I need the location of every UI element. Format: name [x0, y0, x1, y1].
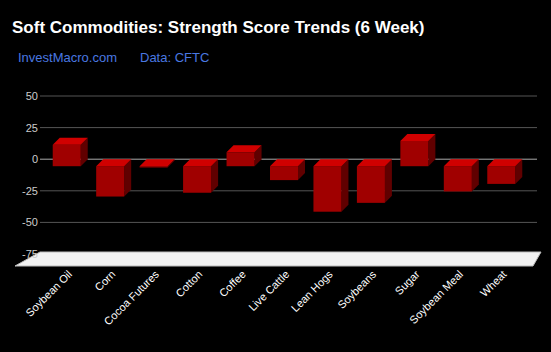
bar-front [96, 166, 124, 196]
bar [227, 145, 262, 166]
bar-top [140, 159, 175, 166]
bar-top [400, 134, 435, 141]
grid-line [40, 127, 537, 128]
bar-top [183, 159, 218, 166]
y-tick-label: 0 [32, 153, 38, 165]
bar-top [487, 159, 522, 166]
bar-top [444, 159, 479, 166]
bar-side [341, 159, 348, 212]
x-tick-label: Soybeans [335, 268, 378, 311]
x-tick-label: Cocoa Futures [102, 268, 162, 328]
x-tick-label: Cotton [173, 268, 204, 299]
bar-side [385, 159, 392, 203]
bar [487, 159, 522, 184]
grid-line [40, 222, 537, 223]
background [0, 0, 551, 352]
bar [357, 159, 392, 203]
bar-front [183, 166, 211, 193]
bar-front [313, 166, 341, 212]
bar-top [313, 159, 348, 166]
x-tick-label: Wheat [478, 268, 509, 299]
bars [53, 134, 523, 212]
bar-front [487, 166, 515, 184]
bar-front [140, 166, 168, 167]
title: Soft Commodities: Strength Score Trends … [12, 18, 424, 37]
bar-top [227, 145, 262, 152]
annotation: Data: CFTC [140, 50, 209, 65]
bar [53, 138, 88, 166]
bar [140, 159, 175, 167]
y-tick-label: -75 [22, 248, 38, 260]
y-tick-label: -25 [22, 185, 38, 197]
bar [270, 159, 305, 180]
bar-front [357, 166, 385, 203]
bar-top [53, 138, 88, 145]
bar-front [53, 145, 81, 166]
bar [96, 159, 131, 196]
bar [400, 134, 435, 166]
y-tick-label: 50 [26, 90, 38, 102]
grid-line [40, 96, 537, 97]
floor [15, 252, 541, 266]
bar-top [270, 159, 305, 166]
subtitle: InvestMacro.com [18, 50, 117, 65]
bar [183, 159, 218, 193]
x-tick-label: Soybean Meal [407, 268, 465, 326]
chart-root: Soft Commodities: Strength Score Trends … [0, 0, 551, 352]
bar-front [270, 166, 298, 180]
x-tick-label: Lean Hogs [289, 268, 335, 314]
bar [313, 159, 348, 212]
bar-front [400, 141, 428, 166]
y-tick-label: -50 [22, 216, 38, 228]
bar-top [96, 159, 131, 166]
bar-front [227, 152, 255, 166]
x-tick-label: Corn [92, 268, 117, 293]
bar-front [444, 166, 472, 191]
x-tick-label: Sugar [393, 268, 422, 297]
x-tick-label: Soybean Oil [23, 268, 74, 319]
x-tick-label: Live Cattle [246, 268, 291, 313]
chart-svg: Soft Commodities: Strength Score Trends … [0, 0, 551, 352]
bar-top [357, 159, 392, 166]
x-tick-label: Coffee [217, 268, 248, 299]
bar [444, 159, 479, 191]
y-tick-label: 25 [26, 122, 38, 134]
